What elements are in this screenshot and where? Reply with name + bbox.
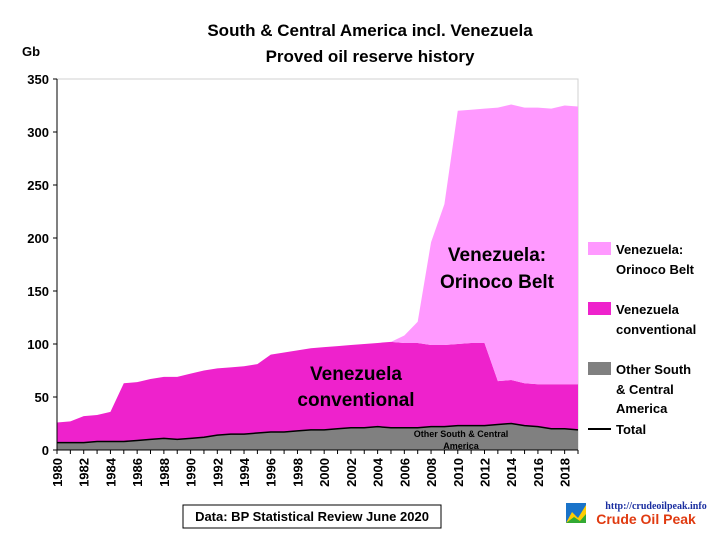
x-tick-label: 2016 — [531, 458, 546, 487]
logo-hill-shape — [566, 514, 586, 523]
x-tick-label: 1982 — [77, 458, 92, 487]
area-venezuela-conventional — [57, 341, 578, 443]
x-tick-label: 2010 — [451, 458, 466, 487]
legend-total-label: Total — [616, 422, 646, 437]
area-other-south-central-america — [57, 423, 578, 450]
legend-swatch-conventional — [588, 302, 611, 315]
y-axis-label: Gb — [22, 44, 40, 59]
y-tick-label: 300 — [27, 125, 49, 140]
area-venezuela-orinoco-belt — [57, 104, 578, 423]
y-tick-label: 350 — [27, 72, 49, 87]
x-tick-label: 1994 — [237, 457, 252, 487]
y-tick-label: 100 — [27, 337, 49, 352]
x-tick-label: 2008 — [424, 458, 439, 487]
x-tick-label: 2018 — [558, 458, 573, 487]
x-tick-label: 1988 — [157, 458, 172, 487]
legend-swatch-other — [588, 362, 611, 375]
x-tick-label: 2006 — [397, 458, 412, 487]
x-tick-label: 2012 — [477, 458, 492, 487]
total-line — [57, 422, 579, 444]
area-series — [57, 104, 578, 450]
x-ticks: 1980 1982 1984 1986 1988 1990 1992 1994 1996 1998… — [50, 450, 579, 487]
legend-conventional-line2: conventional — [616, 322, 696, 337]
conventional-annotation-line2: conventional — [297, 390, 414, 411]
y-tick-label: 200 — [27, 231, 49, 246]
x-tick-label: 2004 — [371, 457, 386, 487]
x-tick-label: 2014 — [504, 457, 519, 487]
conventional-annotation-line1: Venezuela — [310, 364, 402, 385]
logo-peak-shape — [566, 505, 586, 523]
other-series-line — [57, 422, 579, 444]
y-tick-label: 150 — [27, 284, 49, 299]
legend-orinoco-line1: Venezuela: — [616, 242, 683, 257]
orinoco-annotation-line2: Orinoco Belt — [440, 272, 555, 293]
x-tick-label: 2002 — [344, 458, 359, 487]
x-tick-label: 1980 — [50, 458, 65, 487]
chart-subtitle: Proved oil reserve history — [266, 47, 475, 66]
chart-title: South & Central America incl. Venezuela — [207, 21, 533, 40]
source-box — [182, 504, 442, 529]
x-tick-label: 1998 — [290, 458, 305, 487]
x-tick-label: 2000 — [317, 458, 332, 487]
other-annotation-line2: America — [443, 441, 480, 451]
x-tick-label: 1992 — [210, 458, 225, 487]
x-tick-label: 1986 — [130, 458, 145, 487]
y-tick-label: 50 — [35, 390, 49, 405]
x-tick-label: 1984 — [103, 457, 118, 487]
x-tick-label: 1996 — [264, 458, 279, 487]
legend-orinoco-line2: Orinoco Belt — [616, 262, 695, 277]
legend-other-line2: & Central — [616, 382, 674, 397]
other-annotation-line1: Other South & Central — [414, 429, 509, 439]
legend: Venezuela: Orinoco Belt Venezuela conven… — [588, 242, 696, 437]
source-text: Data: BP Statistical Review June 2020 — [195, 509, 429, 524]
legend-swatch-orinoco — [588, 242, 611, 255]
legend-other-line1: Other South — [616, 362, 691, 377]
y-tick-label: 250 — [27, 178, 49, 193]
crude-oil-peak-logo: http://crudeoilpeak.info Crude Oil Peak — [566, 501, 707, 527]
logo-brand: Crude Oil Peak — [596, 511, 696, 527]
logo-url: http://crudeoilpeak.info — [605, 501, 706, 512]
orinoco-annotation-line1: Venezuela: — [448, 245, 546, 266]
legend-other-line3: America — [616, 401, 668, 416]
legend-conventional-line1: Venezuela — [616, 302, 680, 317]
x-tick-label: 1990 — [184, 458, 199, 487]
y-tick-label: 0 — [42, 443, 49, 458]
y-ticks: 0 50 100 150 200 250 300 350 — [27, 72, 57, 458]
